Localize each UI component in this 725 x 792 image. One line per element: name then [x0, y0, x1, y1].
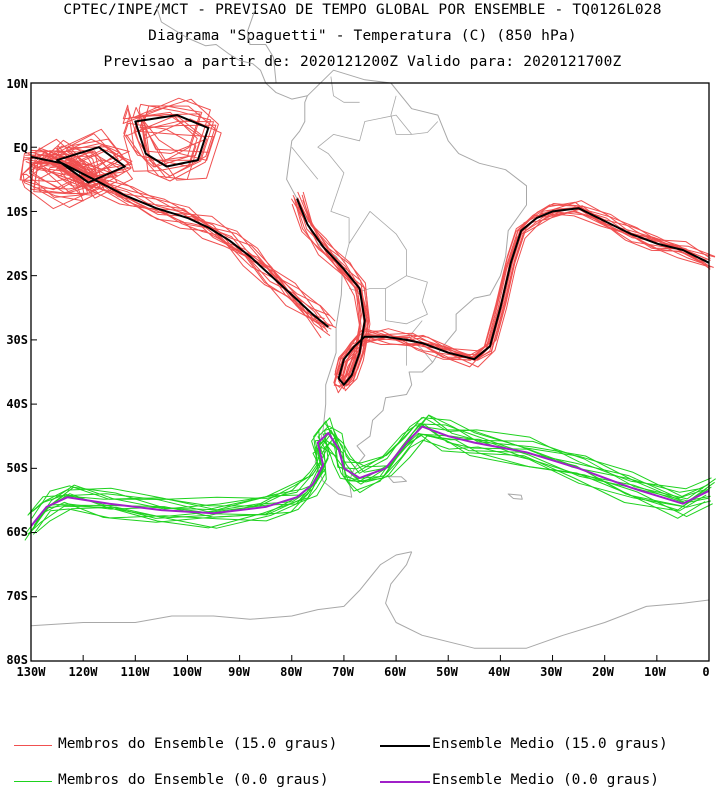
member-15-andes-line — [297, 197, 711, 385]
caribbean-coast — [246, 8, 277, 84]
member-15-andes-line — [302, 199, 714, 386]
lon-label-130w: 130W — [16, 665, 46, 679]
coastline-layer — [30, 5, 710, 649]
lat-label-30s: 30S — [6, 333, 28, 347]
member-15-contour-line — [48, 133, 119, 185]
falklands-coast — [387, 476, 407, 483]
lon-label-100w: 100W — [172, 665, 202, 679]
axis-ticks — [30, 82, 710, 662]
legend-label-members-15: Membros do Ensemble (15.0 graus) — [58, 736, 338, 752]
legend-label-mean-0: Ensemble Medio (0.0 graus) — [432, 772, 659, 788]
central-america-coast — [155, 5, 308, 100]
lat-label-70s: 70S — [6, 589, 28, 603]
member-0-line — [27, 422, 704, 516]
member-15-pacific-line — [25, 161, 322, 339]
lat-label-50s: 50S — [6, 461, 28, 475]
lon-label-40w: 40W — [488, 665, 510, 679]
legend-label-members-0: Membros do Ensemble (0.0 graus) — [58, 772, 329, 788]
member-0-line — [27, 433, 706, 535]
mean-layer — [30, 114, 710, 527]
legend-swatch-mean-0 — [380, 781, 430, 783]
member-15-contour-line — [133, 114, 208, 161]
member-15-contour-line — [122, 104, 201, 168]
weddell-coast — [385, 551, 710, 649]
border-line-1 — [348, 211, 428, 325]
member-15-pacific-line — [32, 166, 331, 337]
members-15-layer — [19, 97, 716, 394]
lon-label-70w: 70W — [332, 665, 354, 679]
member-0-line — [28, 420, 704, 515]
title-line-3: Previsao a partir de: 2020121200Z Valido… — [103, 54, 622, 70]
member-15-contour-line — [125, 116, 202, 180]
lat-label-40s: 40S — [6, 397, 28, 411]
member-0-line — [32, 439, 712, 535]
members-0-layer — [24, 414, 716, 541]
member-15-contour-line — [19, 151, 88, 182]
lon-label-30w: 30W — [540, 665, 562, 679]
border-line-7 — [390, 95, 412, 135]
legend-swatch-members-15 — [14, 745, 52, 746]
lon-label-50w: 50W — [436, 665, 458, 679]
mean-15-contour-b — [134, 114, 210, 168]
member-15-contour-line — [57, 159, 132, 192]
map-frame — [30, 82, 710, 662]
member-15-contour-line — [30, 147, 93, 196]
lon-label-20w: 20W — [592, 665, 614, 679]
mean-15-andes-line — [296, 198, 710, 386]
member-15-contour-line — [123, 122, 197, 172]
lat-label-10s: 10S — [6, 205, 28, 219]
lat-label-eq: EQ — [13, 141, 28, 155]
member-15-pacific-line — [32, 151, 330, 326]
member-15-contour-line — [143, 118, 222, 181]
lat-label-80s: 80S — [6, 653, 28, 667]
antarctica-coast — [30, 551, 412, 627]
title-line-2: Diagrama "Spaguetti" - Temperatura (C) (… — [148, 28, 577, 44]
member-0-line — [31, 416, 712, 519]
mean-15-contour-a — [56, 146, 126, 184]
legend-swatch-mean-15 — [380, 745, 430, 747]
lon-label-120w: 120W — [68, 665, 98, 679]
member-0-line — [33, 429, 709, 524]
lat-label-20s: 20S — [6, 269, 28, 283]
border-line-5 — [291, 146, 319, 180]
lon-label-0: 0 — [702, 665, 710, 679]
member-0-line — [24, 432, 707, 541]
title-line-1: CPTEC/INPE/MCT - PREVISAO DE TEMPO GLOBA… — [63, 2, 662, 18]
lon-label-90w: 90W — [228, 665, 250, 679]
border-line-0 — [317, 114, 439, 263]
member-15-contour-line — [132, 97, 211, 161]
lon-label-110w: 110W — [120, 665, 150, 679]
lat-label-10n: 10N — [6, 77, 28, 91]
lat-label-60s: 60S — [6, 525, 28, 539]
lon-label-60w: 60W — [384, 665, 406, 679]
border-line-6 — [330, 76, 360, 103]
member-15-contour-line — [139, 125, 215, 182]
legend-swatch-members-0 — [14, 781, 52, 782]
lon-label-80w: 80W — [280, 665, 302, 679]
member-15-contour-line — [143, 98, 219, 161]
member-15-pacific-line — [37, 161, 337, 329]
member-15-andes-line — [302, 191, 716, 382]
member-0-line — [34, 414, 715, 523]
south-georgia-coast — [507, 493, 523, 500]
member-15-contour-line — [122, 105, 203, 168]
lon-label-10w: 10W — [644, 665, 666, 679]
legend-label-mean-15: Ensemble Medio (15.0 graus) — [432, 736, 668, 752]
mean-0-line — [30, 425, 710, 527]
